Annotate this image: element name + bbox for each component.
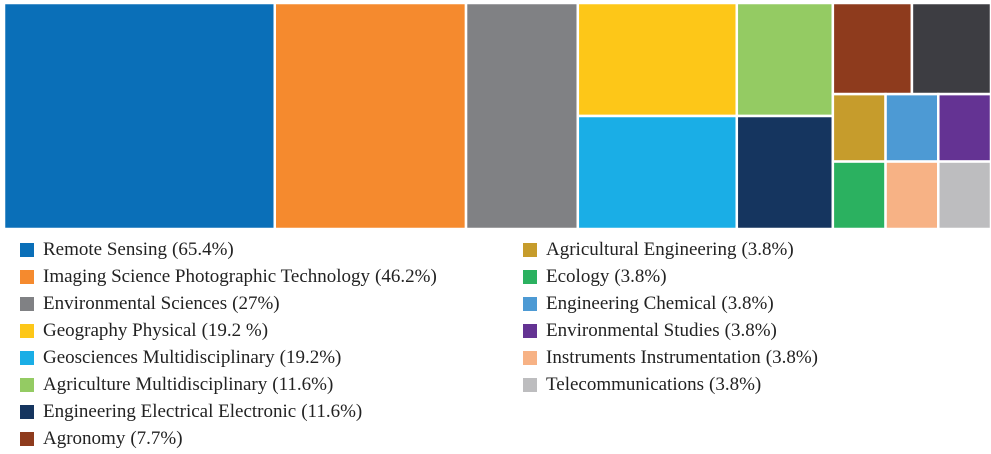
treemap-cell bbox=[937, 92, 991, 163]
legend-item: Environmental Studies (3.8%) bbox=[523, 320, 777, 341]
treemap-cell bbox=[576, 114, 739, 231]
legend-label: Environmental Sciences (27%) bbox=[43, 293, 280, 314]
legend-item: Engineering Chemical (3.8%) bbox=[523, 293, 774, 314]
treemap-cell bbox=[464, 1, 580, 231]
legend-swatch bbox=[20, 243, 34, 257]
legend-name: Telecommunications bbox=[546, 374, 704, 395]
legend-label: Engineering Chemical (3.8%) bbox=[546, 293, 774, 314]
legend-label: Instruments Instrumentation (3.8%) bbox=[546, 347, 818, 368]
legend-value: (3.8%) bbox=[709, 374, 761, 395]
legend-item: Imaging Science Photographic Technology(… bbox=[20, 266, 437, 287]
treemap-cell bbox=[884, 92, 940, 163]
legend-value: (46.2%) bbox=[375, 266, 437, 287]
treemap-cell bbox=[831, 160, 887, 231]
legend-swatch bbox=[523, 270, 537, 284]
legend-name: Remote Sensing bbox=[43, 239, 168, 260]
legend-swatch bbox=[20, 324, 34, 338]
legend-value: (19.2 %) bbox=[202, 320, 268, 341]
legend-name: Engineering Chemical bbox=[546, 293, 716, 314]
legend-item: Environmental Sciences (27%) bbox=[20, 293, 280, 314]
legend-swatch bbox=[523, 243, 537, 257]
legend-item: Ecology (3.8%) bbox=[523, 266, 667, 287]
treemap-cell bbox=[735, 114, 835, 231]
legend-value: (19.2%) bbox=[280, 347, 342, 368]
legend-label: Ecology (3.8%) bbox=[546, 266, 667, 287]
legend-value: (65.4%) bbox=[172, 239, 234, 260]
legend-label: Imaging Science Photographic Technology(… bbox=[43, 266, 437, 287]
legend-name: Environmental Studies bbox=[546, 320, 720, 341]
legend-value: (3.8%) bbox=[725, 320, 777, 341]
legend-swatch bbox=[523, 297, 537, 311]
legend-label: Environmental Studies (3.8%) bbox=[546, 320, 777, 341]
legend-item: Geography Physical (19.2 %) bbox=[20, 320, 268, 341]
legend-value: (3.8%) bbox=[766, 347, 818, 368]
legend-label: Agricultural Engineering (3.8%) bbox=[546, 239, 794, 260]
legend-name: Engineering Electrical Electronic bbox=[43, 401, 296, 422]
legend-value: (3.8%) bbox=[741, 239, 793, 260]
legend-name: Agronomy bbox=[43, 428, 126, 449]
legend-name: Environmental Sciences bbox=[43, 293, 227, 314]
legend-item: Agriculture Multidisciplinary (11.6%) bbox=[20, 374, 333, 395]
legend-item: Geosciences Multidisciplinary (19.2%) bbox=[20, 347, 341, 368]
legend-label: Agronomy (7.7%) bbox=[43, 428, 183, 449]
legend-name: Agriculture Multidisciplinary bbox=[43, 374, 268, 395]
legend-label: Remote Sensing (65.4%) bbox=[43, 239, 234, 260]
treemap-cell bbox=[273, 1, 468, 231]
legend-name: Imaging Science Photographic Technology bbox=[43, 266, 371, 287]
legend-label: Engineering Electrical Electronic (11.6%) bbox=[43, 401, 362, 422]
legend-value: (3.8%) bbox=[721, 293, 773, 314]
legend-swatch bbox=[20, 270, 34, 284]
legend-label: Geosciences Multidisciplinary (19.2%) bbox=[43, 347, 341, 368]
legend-item: Instruments Instrumentation (3.8%) bbox=[523, 347, 818, 368]
legend-item: Agronomy (7.7%) bbox=[20, 428, 183, 449]
legend-swatch bbox=[523, 378, 537, 392]
legend-name: Geography Physical bbox=[43, 320, 197, 341]
legend-swatch bbox=[523, 351, 537, 365]
legend-item: Engineering Electrical Electronic (11.6%) bbox=[20, 401, 362, 422]
treemap-cell bbox=[831, 92, 887, 163]
treemap-cell bbox=[910, 1, 991, 96]
treemap-cell bbox=[576, 1, 739, 118]
legend-name: Ecology bbox=[546, 266, 610, 287]
legend-swatch bbox=[20, 378, 34, 392]
legend-item: Telecommunications (3.8%) bbox=[523, 374, 761, 395]
treemap-cell bbox=[2, 1, 277, 231]
legend-swatch bbox=[20, 405, 34, 419]
legend-name: Instruments Instrumentation bbox=[546, 347, 761, 368]
legend-label: Telecommunications (3.8%) bbox=[546, 374, 761, 395]
legend-label: Geography Physical (19.2 %) bbox=[43, 320, 268, 341]
legend-swatch bbox=[20, 432, 34, 446]
legend-value: (11.6%) bbox=[272, 374, 333, 395]
legend-value: (7.7%) bbox=[130, 428, 182, 449]
legend-label: Agriculture Multidisciplinary (11.6%) bbox=[43, 374, 333, 395]
legend-item: Remote Sensing (65.4%) bbox=[20, 239, 234, 260]
treemap-cell bbox=[884, 160, 940, 231]
legend-value: (3.8%) bbox=[614, 266, 666, 287]
treemap-cell bbox=[735, 1, 835, 118]
treemap-cell bbox=[937, 160, 991, 231]
legend-swatch bbox=[20, 297, 34, 311]
legend-value: (27%) bbox=[232, 293, 279, 314]
legend-name: Agricultural Engineering bbox=[546, 239, 737, 260]
legend-swatch bbox=[20, 351, 34, 365]
treemap-cell bbox=[831, 1, 914, 96]
legend-name: Geosciences Multidisciplinary bbox=[43, 347, 275, 368]
legend-swatch bbox=[523, 324, 537, 338]
legend-value: (11.6%) bbox=[301, 401, 362, 422]
legend-item: Agricultural Engineering (3.8%) bbox=[523, 239, 794, 260]
